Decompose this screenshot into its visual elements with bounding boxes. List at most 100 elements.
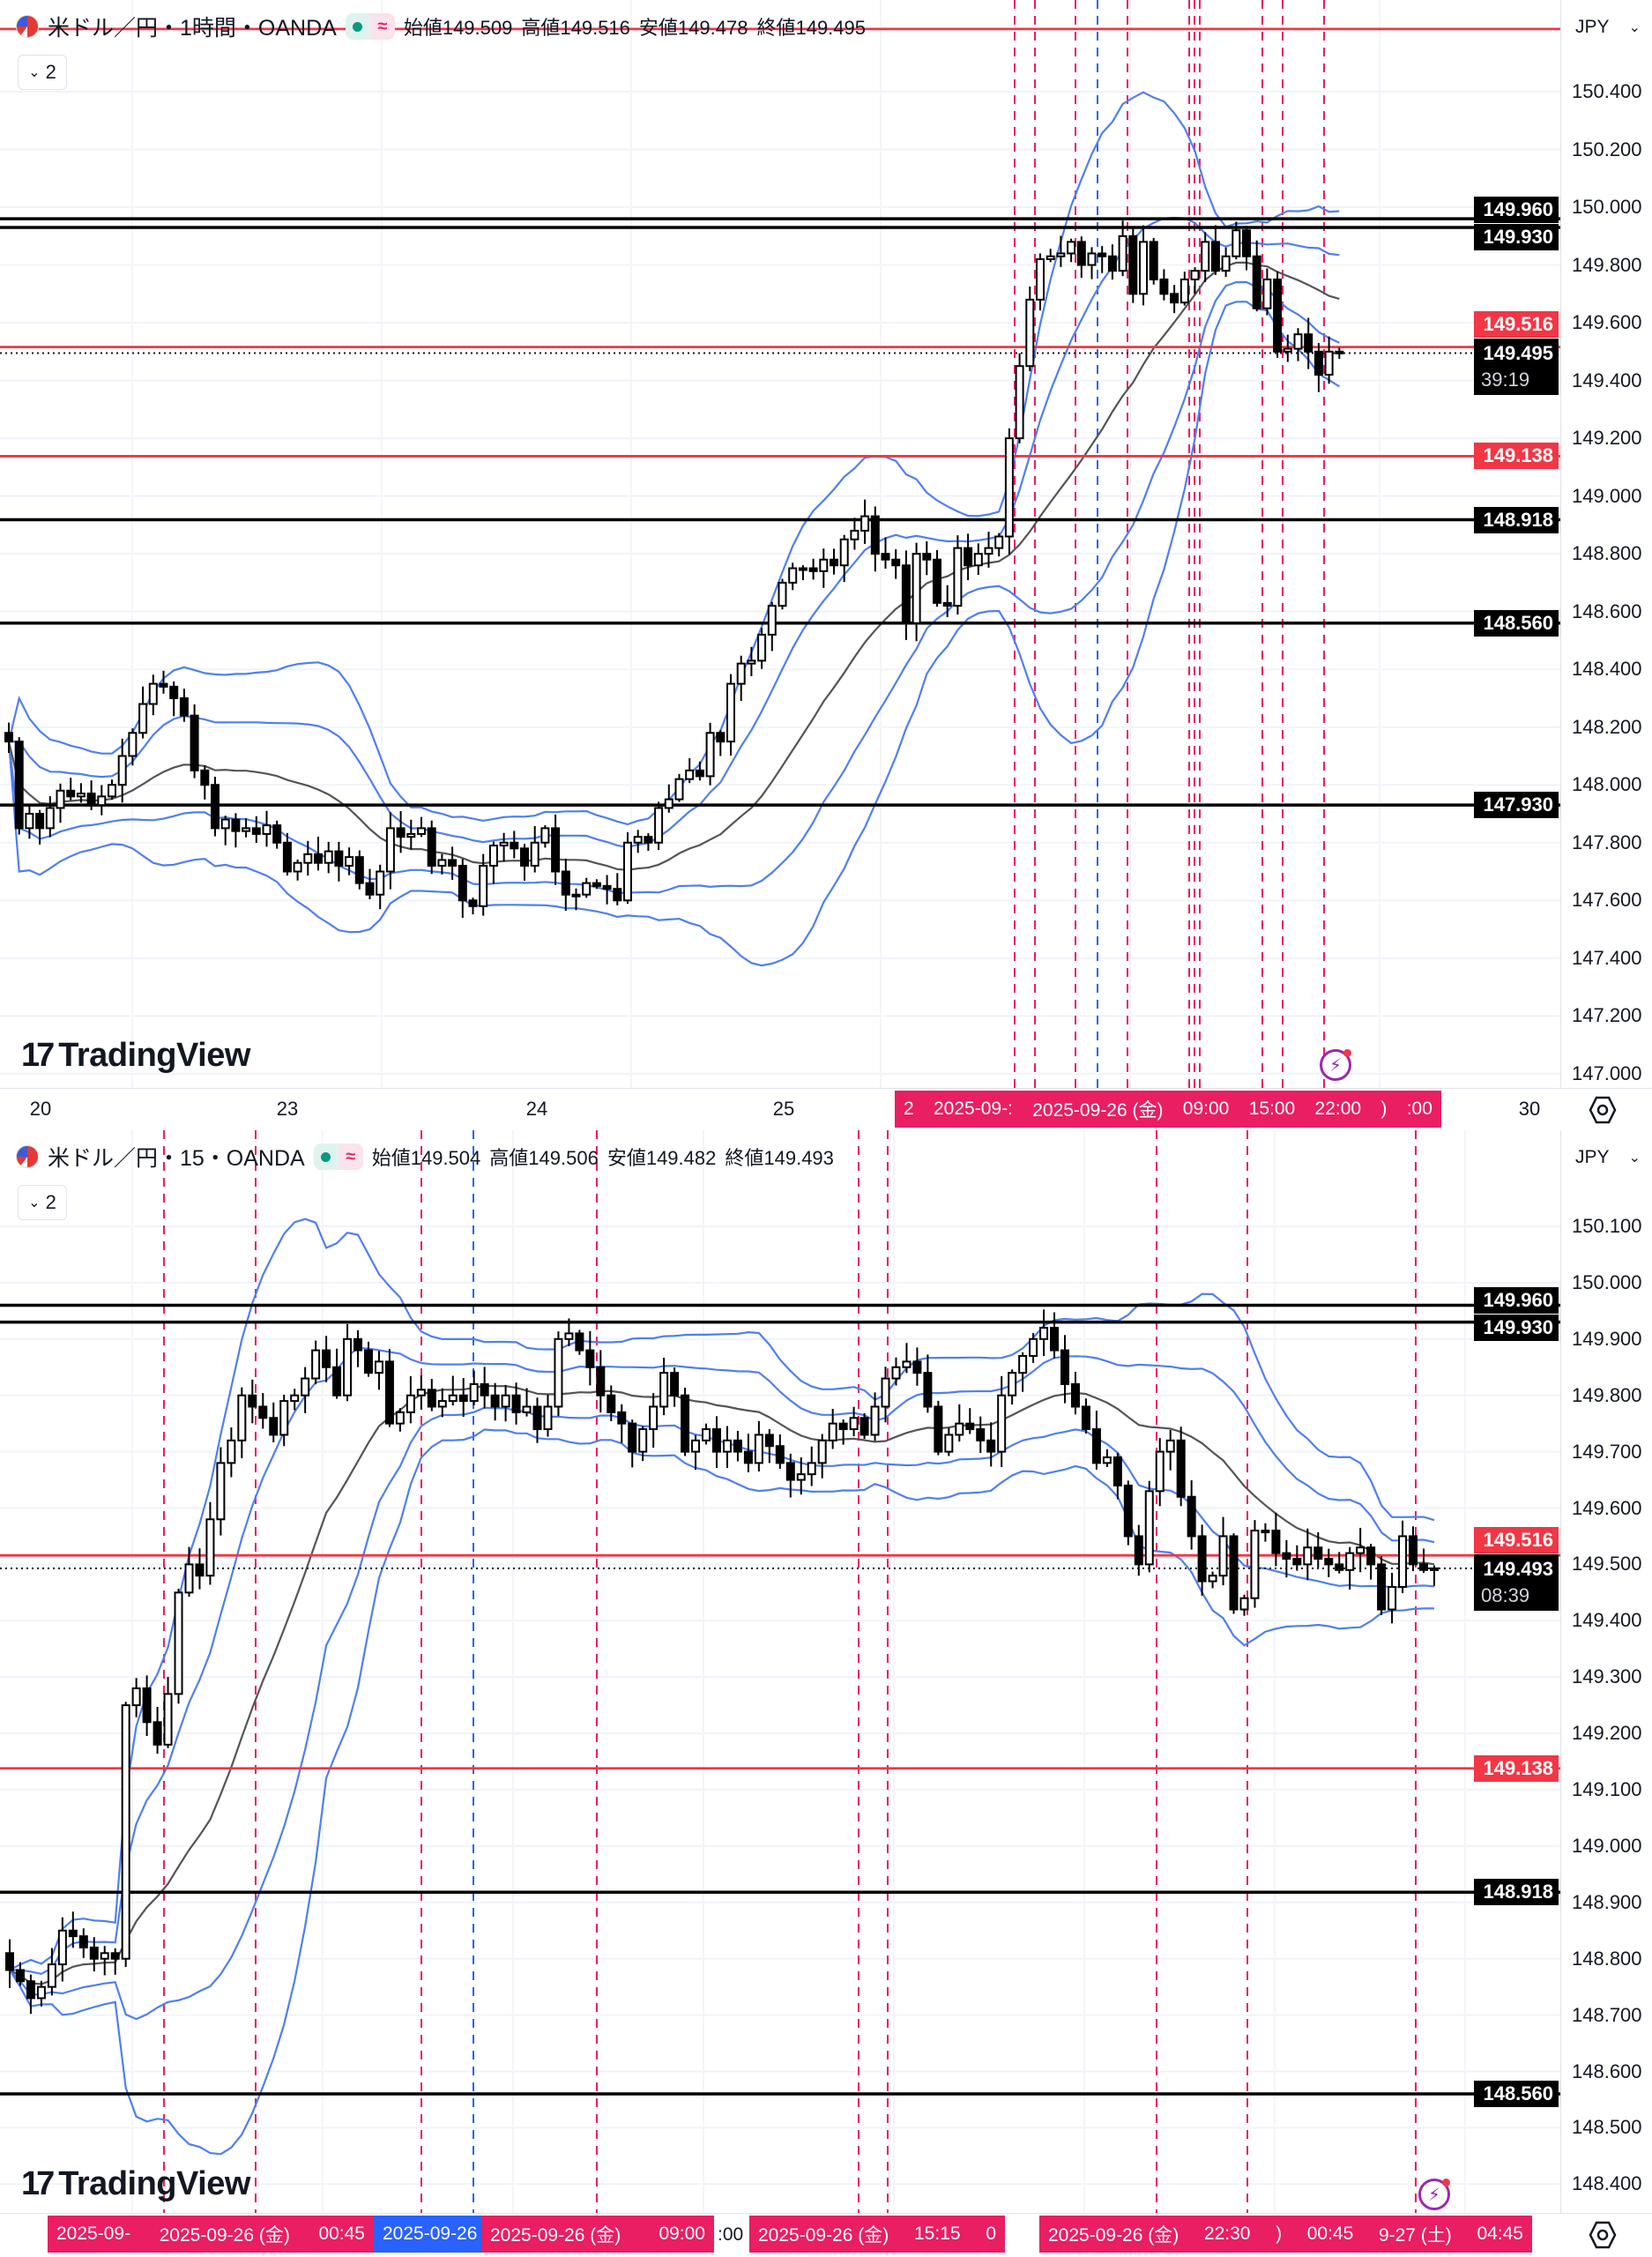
price-chart[interactable]: [0, 0, 1560, 1088]
symbol-legend[interactable]: 米ドル／円・1時間・OANDA ≈ 始値149.509 高値149.516 安値149.…: [16, 11, 866, 42]
candle-body: [859, 1417, 869, 1436]
candle-body: [757, 633, 767, 662]
candle-body: [726, 682, 735, 743]
ohlc-value: 149.516: [560, 17, 630, 39]
candle: [427, 820, 436, 875]
price-level-badge: 149.138: [1474, 1754, 1559, 1782]
currency-dropdown[interactable]: JPY ⌄: [1568, 1141, 1648, 1174]
candle-body: [901, 564, 911, 624]
price-level-badge: 149.516: [1474, 311, 1559, 339]
candle-body: [1139, 241, 1148, 295]
candle: [530, 825, 540, 873]
indicators-toggle-button[interactable]: ⌄ 2: [18, 1185, 67, 1220]
candle: [602, 875, 612, 905]
candle-body: [1345, 1552, 1355, 1571]
candle: [1098, 246, 1107, 273]
candle: [269, 1402, 279, 1442]
candle-body: [1304, 333, 1313, 353]
candle: [227, 1427, 236, 1478]
candle-body: [743, 1450, 753, 1464]
candle-body: [406, 1394, 415, 1413]
symbol-title[interactable]: 米ドル／円・15・OANDA: [48, 1146, 305, 1171]
candle: [385, 812, 395, 890]
bb-basis: [9, 1384, 1435, 1985]
candle: [1418, 1548, 1428, 1574]
indicators-toggle-button[interactable]: ⌄ 2: [18, 55, 67, 90]
candle: [1190, 267, 1200, 294]
candle: [138, 686, 148, 739]
time-axis[interactable]: :00 2025-09- 2025-09-26 (金) 00:45 2025-09-26…: [0, 2213, 1652, 2256]
candle: [1123, 1480, 1133, 1546]
symbol-legend[interactable]: 米ドル／円・15・OANDA ≈ 始値149.504 高値149.506 安値149.4…: [16, 1141, 834, 1173]
lightning-icon[interactable]: ⚡: [1418, 2179, 1450, 2210]
candle: [343, 1323, 353, 1402]
candle-body: [26, 1980, 35, 2000]
candle-body: [1123, 1484, 1133, 1538]
candle-body: [613, 888, 622, 902]
candle-body: [881, 1377, 890, 1408]
candle: [1134, 1524, 1143, 1576]
candle-body: [561, 870, 570, 896]
candle-body: [1208, 1575, 1217, 1583]
candle: [242, 818, 251, 838]
price-axis-tick: 147.000: [1572, 1061, 1642, 1084]
candle-body: [912, 1360, 922, 1374]
candle-body: [272, 824, 282, 844]
currency-dropdown[interactable]: JPY ⌄: [1568, 11, 1648, 44]
ohlc-values: 始値149.509 高値149.516 安値149.478 終値149.495: [404, 12, 866, 41]
price-axis-tick: 149.800: [1572, 1383, 1642, 1406]
price-axis-tick: 148.800: [1572, 1947, 1642, 1970]
candle-body: [984, 547, 993, 555]
time-axis[interactable]: 20 23 24 25 30 2 2025-09-: 2025-09-26 (金) 09:00 1…: [0, 1088, 1652, 1131]
candle: [68, 1911, 78, 1948]
candle: [901, 550, 911, 640]
tradingview-logo[interactable]: 17 TradingView: [21, 1037, 250, 1075]
candle-body: [976, 1428, 986, 1441]
candle-body: [242, 827, 251, 832]
candle-body: [469, 1382, 479, 1403]
candle-body: [1242, 229, 1251, 257]
time-axis-tick: 24: [525, 1098, 548, 1120]
candle: [290, 1389, 300, 1411]
tradingview-logo[interactable]: 17 TradingView: [21, 2165, 250, 2203]
ohlc-item: 終値149.493: [725, 1143, 834, 1171]
candle: [561, 858, 570, 912]
candle-body: [654, 807, 664, 844]
candle-body: [1356, 1546, 1366, 1554]
price-axis[interactable]: 150.400 150.200 150.000 149.800 149.600 149.4…: [1560, 0, 1652, 1088]
price-axis[interactable]: 150.100 150.000 149.900 149.800 149.700 149.6…: [1560, 1130, 1652, 2213]
settings-icon[interactable]: [1587, 1094, 1619, 1126]
bb-lower-outer: [7, 301, 1340, 967]
price-chart[interactable]: [0, 1130, 1560, 2213]
candle-body: [606, 1394, 616, 1413]
candle: [1345, 1546, 1355, 1590]
candle: [933, 549, 941, 607]
candle: [764, 1428, 774, 1464]
ohlc-label: 安値: [606, 1147, 646, 1169]
candle: [922, 540, 932, 576]
candle-body: [754, 1434, 763, 1464]
candle-body: [1324, 1558, 1334, 1566]
candle-body: [1144, 1490, 1154, 1566]
lightning-icon[interactable]: ⚡: [1320, 1049, 1351, 1081]
time-highlight-label: 2025-09-26 (金) 22:30) 00:45 9-27 (土) 04:45: [1039, 2216, 1532, 2253]
candle: [179, 689, 189, 722]
candle: [437, 853, 447, 875]
symbol-title[interactable]: 米ドル／円・1時間・OANDA: [48, 16, 337, 41]
candle-body: [1179, 278, 1189, 304]
candle-body: [716, 732, 726, 743]
price-axis-tick: 149.000: [1572, 484, 1642, 507]
chart-pane-1h[interactable]: 150.400 150.200 150.000 149.800 149.600 149.4…: [0, 0, 1652, 1131]
candle-body: [1159, 278, 1169, 295]
market-status-pill[interactable]: ≈: [345, 13, 395, 40]
chart-pane-15m[interactable]: 150.100 150.000 149.900 149.800 149.700 149.6…: [0, 1130, 1652, 2257]
candle-body: [1102, 1456, 1112, 1464]
chevron-down-icon: ⌄: [28, 1196, 41, 1210]
market-status-pill[interactable]: ≈: [313, 1143, 363, 1170]
settings-icon[interactable]: [1587, 2219, 1619, 2251]
candle: [272, 820, 282, 849]
candle: [1144, 1480, 1154, 1573]
candle-body: [468, 899, 478, 907]
candle: [66, 778, 76, 801]
candle: [184, 1546, 194, 1598]
